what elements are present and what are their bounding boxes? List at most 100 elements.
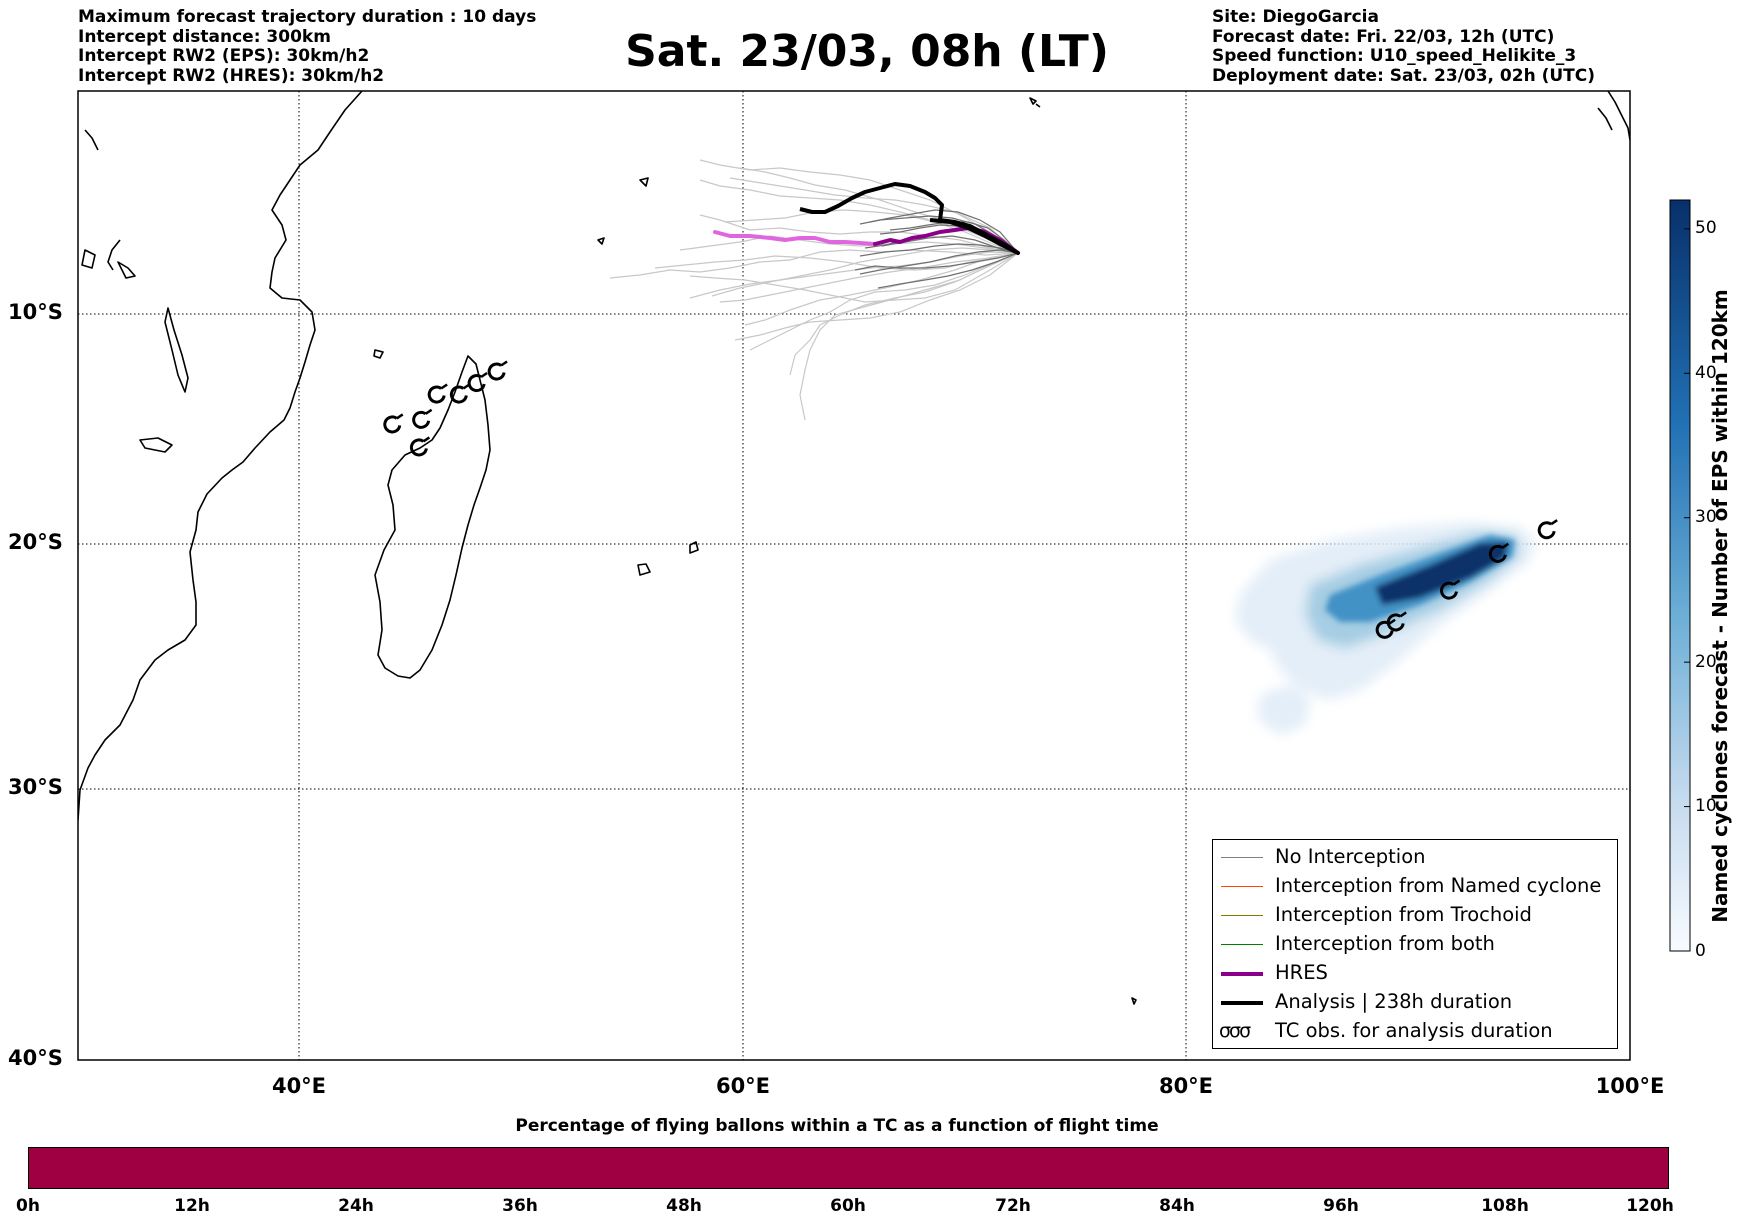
lat-tick-10s: 10°S	[8, 300, 63, 324]
header-left-info: Maximum forecast trajectory duration : 1…	[78, 7, 537, 86]
tc-obs-marker	[1537, 519, 1558, 540]
coastlines	[78, 91, 1630, 1005]
flight-time-tick-84h: 84h	[1159, 1196, 1195, 1216]
tc-obs-marker	[1440, 579, 1461, 600]
legend-item-both: Interception from both	[1213, 931, 1617, 960]
density-colorbar-ticks	[1684, 228, 1690, 952]
header-line-deployment-date: Deployment date: Sat. 23/03, 02h (UTC)	[1212, 65, 1596, 86]
tc-obs-marker	[467, 371, 488, 393]
header-line-distance: Intercept distance: 300km	[78, 26, 331, 47]
north-africa-fragment	[84, 129, 99, 151]
legend-swatch-named-cyclone	[1221, 886, 1263, 887]
flight-time-tick-0h: 0h	[16, 1196, 40, 1216]
tc-obs-marker	[1488, 542, 1509, 563]
density-level-4	[1375, 542, 1508, 605]
lon-tick-60e: 60°E	[715, 1074, 771, 1098]
header-line-site: Site: DiegoGarcia	[1212, 7, 1379, 27]
tc-obs-marker	[412, 408, 433, 429]
lake-tanganyika	[164, 307, 189, 393]
flight-time-tick-48h: 48h	[666, 1196, 702, 1216]
legend-item-named-cyclone: Interception from Named cyclone	[1213, 873, 1617, 902]
madagascar-coastline	[374, 355, 491, 679]
australia-fragment	[1607, 91, 1630, 141]
legend-label-both: Interception from both	[1275, 932, 1495, 955]
reunion	[637, 563, 651, 576]
tc-obs-marker	[1386, 611, 1407, 632]
density-tick-10: 10	[1695, 796, 1717, 816]
flight-time-bar	[28, 1147, 1669, 1189]
legend-label-hres: HRES	[1275, 961, 1328, 984]
tc-obs-marker	[487, 360, 508, 381]
legend-label-named-cyclone: Interception from Named cyclone	[1275, 874, 1602, 897]
lon-tick-80e: 80°E	[1158, 1074, 1214, 1098]
africa-west-fragment	[117, 261, 136, 279]
flight-time-tick-24h: 24h	[338, 1196, 374, 1216]
flight-time-bar-title: Percentage of flying ballons within a TC…	[515, 1116, 1159, 1136]
flight-time-tick-36h: 36h	[502, 1196, 538, 1216]
legend-swatch-hres	[1221, 972, 1263, 976]
sumatra-fragment	[1597, 107, 1613, 131]
density-tick-0: 0	[1695, 941, 1706, 961]
legend-item-no-interception: No Interception	[1213, 844, 1617, 873]
legend-swatch-trochoid	[1221, 915, 1263, 916]
legend-label-no-interception: No Interception	[1275, 845, 1426, 868]
cyclone-density	[1235, 522, 1535, 735]
seychelles-2	[597, 237, 605, 245]
page-title: Sat. 23/03, 08h (LT)	[625, 26, 1109, 77]
header-line-speed-function: Speed function: U10_speed_Helikite_3	[1212, 46, 1577, 66]
lon-tick-100e: 100°E	[1595, 1074, 1665, 1098]
comoros	[373, 349, 384, 359]
header-line-duration: Maximum forecast trajectory duration : 1…	[78, 7, 537, 27]
legend-swatch-no-interception	[1221, 857, 1263, 858]
ensemble-trajectories-light	[609, 159, 1019, 421]
flight-time-tick-72h: 72h	[995, 1196, 1031, 1216]
flight-time-tick-60h: 60h	[830, 1196, 866, 1216]
flight-time-tick-120h: 120h	[1626, 1196, 1674, 1216]
legend-item-hres: HRES	[1213, 960, 1617, 989]
lat-tick-30s: 30°S	[8, 775, 63, 799]
map-frame	[77, 90, 1631, 1061]
legend-label-analysis: Analysis | 238h duration	[1275, 990, 1513, 1013]
lat-tick-20s: 20°S	[8, 530, 63, 554]
mauritius	[689, 541, 699, 554]
legend-item-trochoid: Interception from Trochoid	[1213, 902, 1617, 931]
tc-obs-marker	[449, 383, 471, 404]
density-tick-40: 40	[1695, 363, 1717, 383]
tc-obs-marker	[427, 383, 448, 404]
density-colorbar-label: Named cyclones forecast - Number of EPS …	[1708, 289, 1732, 923]
legend-item-tc-obs: σσσ TC obs. for analysis duration	[1213, 1018, 1617, 1047]
flight-time-tick-96h: 96h	[1323, 1196, 1359, 1216]
lake-malawi	[139, 437, 173, 453]
legend-swatch-both	[1221, 944, 1263, 945]
density-tick-20: 20	[1695, 652, 1717, 672]
header-line-rw2-eps: Intercept RW2 (EPS): 30km/h2	[78, 46, 370, 66]
header-line-forecast-date: Forecast date: Fri. 22/03, 12h (UTC)	[1212, 26, 1555, 47]
tc-obs-icon: σσσ	[1219, 1020, 1251, 1042]
hres-trajectory-light	[713, 230, 877, 246]
seychelles-1	[639, 177, 649, 187]
flight-time-tick-108h: 108h	[1481, 1196, 1529, 1216]
density-tick-30: 30	[1695, 507, 1717, 527]
header-line-rw2-hres: Intercept RW2 (HRES): 30km/h2	[78, 65, 385, 86]
legend-swatch-analysis	[1221, 1001, 1263, 1005]
lat-tick-40s: 40°S	[8, 1046, 63, 1070]
map-legend: No Interception Interception from Named …	[1212, 839, 1618, 1049]
density-colorbar	[1669, 199, 1691, 952]
tc-observations	[383, 360, 1558, 639]
flight-time-tick-12h: 12h	[174, 1196, 210, 1216]
legend-label-trochoid: Interception from Trochoid	[1275, 903, 1532, 926]
tc-obs-marker	[383, 413, 404, 434]
analysis-trajectory	[799, 182, 1020, 255]
tc-obs-marker	[1375, 618, 1396, 639]
legend-item-analysis: Analysis | 238h duration	[1213, 989, 1617, 1018]
lake-victoria	[81, 249, 96, 269]
density-level-1b	[1258, 685, 1310, 735]
kerguelen-fragment	[1131, 997, 1137, 1005]
tc-obs-marker	[409, 436, 431, 457]
density-tick-50: 50	[1695, 218, 1717, 238]
legend-label-tc-obs: TC obs. for analysis duration	[1275, 1019, 1553, 1042]
small-islands-ne	[1029, 97, 1041, 108]
map-content	[78, 91, 1630, 1060]
arabia-coastline-fragment	[107, 239, 121, 271]
header-right-info: Site: DiegoGarcia Forecast date: Fri. 22…	[1212, 7, 1596, 86]
